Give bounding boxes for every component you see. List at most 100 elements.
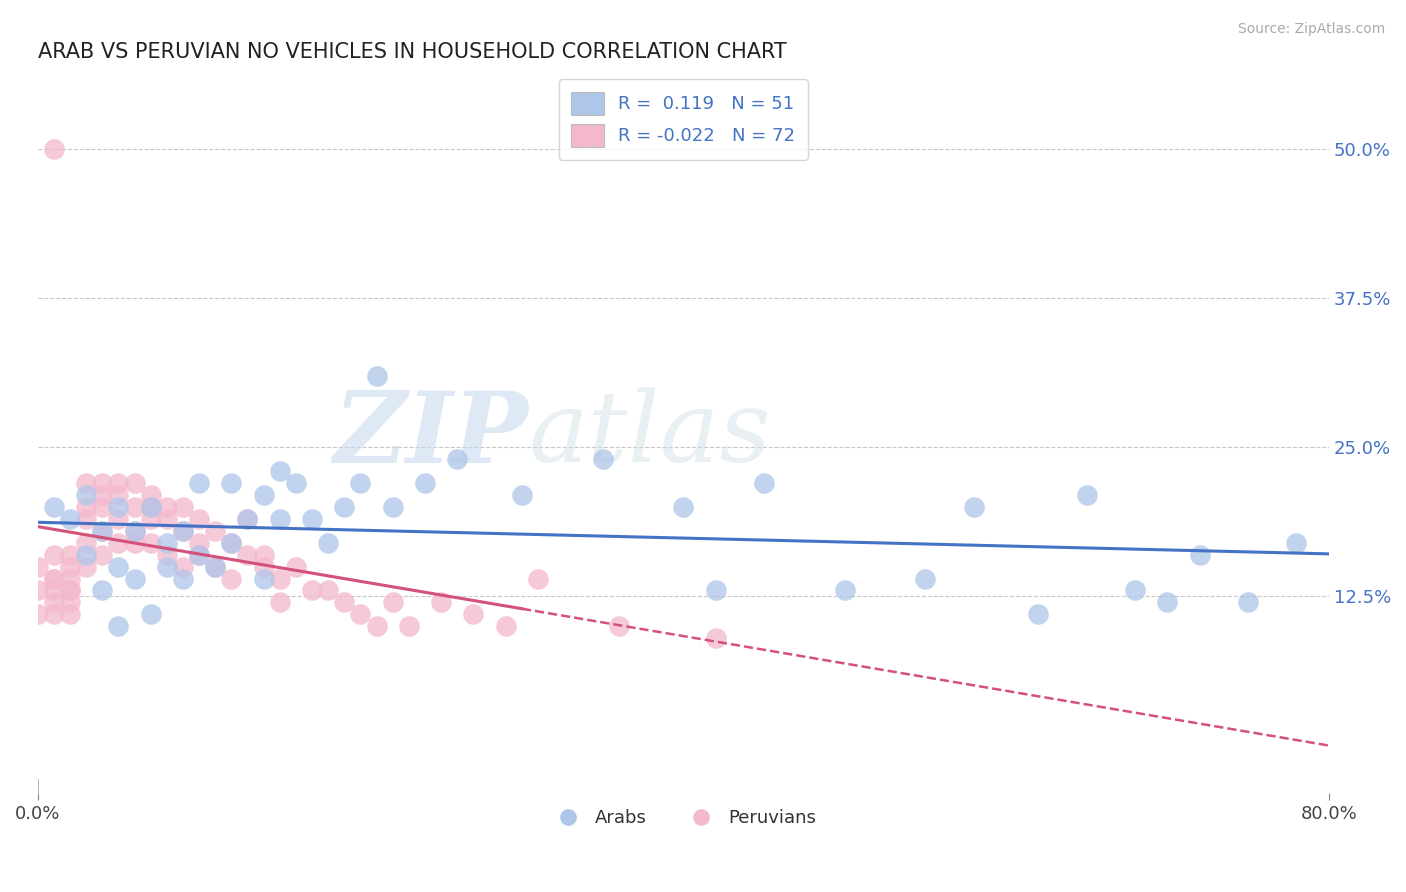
Point [156, 500, 179, 514]
Point [124, 500, 146, 514]
Point [301, 512, 323, 526]
Point [752, 476, 775, 491]
Point [1188, 548, 1211, 562]
Point [42, 142, 65, 156]
Point [59, 559, 82, 574]
Point [91, 524, 114, 538]
Point [75, 535, 97, 549]
Point [139, 535, 162, 549]
Point [366, 619, 388, 633]
Point [1285, 535, 1308, 549]
Point [91, 500, 114, 514]
Point [413, 476, 436, 491]
Point [59, 583, 82, 598]
Point [269, 464, 291, 478]
Point [59, 512, 82, 526]
Point [1156, 595, 1178, 609]
Point [91, 548, 114, 562]
Point [188, 548, 211, 562]
Point [963, 500, 986, 514]
Point [316, 535, 339, 549]
Point [139, 607, 162, 622]
Point [156, 512, 179, 526]
Point [188, 512, 211, 526]
Point [366, 368, 388, 383]
Point [172, 572, 194, 586]
Point [91, 524, 114, 538]
Point [704, 583, 727, 598]
Point [204, 524, 226, 538]
Point [139, 500, 162, 514]
Point [221, 476, 243, 491]
Point [91, 488, 114, 502]
Point [107, 500, 129, 514]
Point [301, 583, 323, 598]
Point [527, 572, 550, 586]
Point [75, 512, 97, 526]
Point [284, 476, 307, 491]
Point [914, 572, 936, 586]
Text: Source: ZipAtlas.com: Source: ZipAtlas.com [1237, 22, 1385, 37]
Point [172, 500, 194, 514]
Point [672, 500, 695, 514]
Point [381, 500, 404, 514]
Point [236, 512, 259, 526]
Point [269, 512, 291, 526]
Point [1026, 607, 1049, 622]
Point [430, 595, 453, 609]
Point [333, 595, 356, 609]
Point [269, 572, 291, 586]
Point [253, 559, 276, 574]
Point [1076, 488, 1098, 502]
Point [188, 535, 211, 549]
Point [59, 583, 82, 598]
Text: ZIP: ZIP [333, 387, 529, 483]
Point [495, 619, 517, 633]
Legend: Arabs, Peruvians: Arabs, Peruvians [543, 802, 824, 834]
Point [75, 548, 97, 562]
Point [139, 500, 162, 514]
Point [221, 572, 243, 586]
Point [75, 559, 97, 574]
Point [107, 476, 129, 491]
Point [446, 452, 468, 467]
Point [124, 535, 146, 549]
Text: atlas: atlas [529, 388, 770, 483]
Point [316, 583, 339, 598]
Point [75, 488, 97, 502]
Point [42, 572, 65, 586]
Point [398, 619, 420, 633]
Point [42, 548, 65, 562]
Point [204, 559, 226, 574]
Point [75, 476, 97, 491]
Point [59, 607, 82, 622]
Point [107, 488, 129, 502]
Point [269, 595, 291, 609]
Point [156, 548, 179, 562]
Point [1123, 583, 1146, 598]
Point [188, 548, 211, 562]
Point [75, 500, 97, 514]
Point [27, 583, 49, 598]
Point [704, 631, 727, 645]
Point [27, 607, 49, 622]
Point [139, 488, 162, 502]
Point [107, 619, 129, 633]
Point [156, 535, 179, 549]
Point [592, 452, 614, 467]
Point [834, 583, 856, 598]
Point [172, 524, 194, 538]
Point [253, 572, 276, 586]
Point [333, 500, 356, 514]
Point [253, 488, 276, 502]
Point [284, 559, 307, 574]
Point [59, 548, 82, 562]
Point [349, 607, 371, 622]
Point [91, 476, 114, 491]
Text: ARAB VS PERUVIAN NO VEHICLES IN HOUSEHOLD CORRELATION CHART: ARAB VS PERUVIAN NO VEHICLES IN HOUSEHOL… [38, 42, 786, 62]
Point [172, 559, 194, 574]
Point [172, 524, 194, 538]
Point [349, 476, 371, 491]
Point [124, 524, 146, 538]
Point [463, 607, 485, 622]
